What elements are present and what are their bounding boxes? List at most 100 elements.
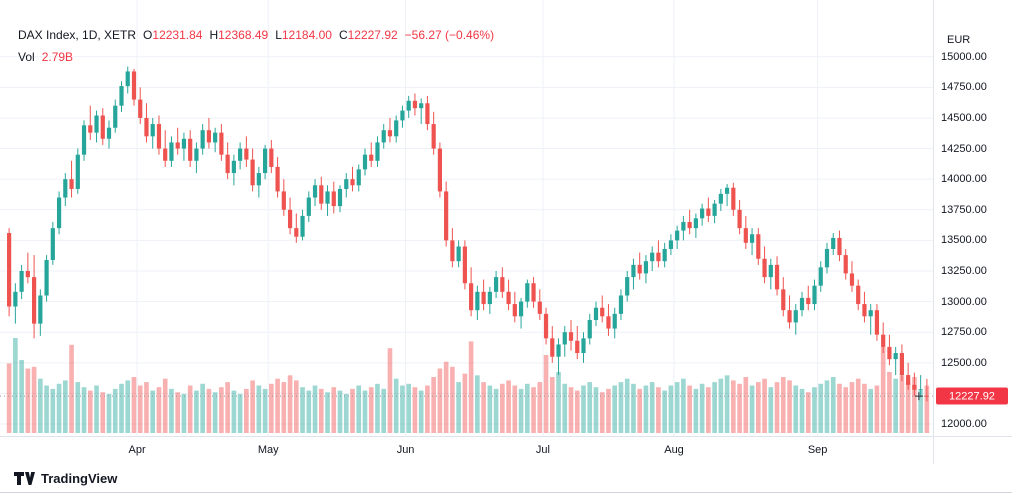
price-axis-label: 14250.00 (941, 142, 987, 155)
volume-bar (50, 388, 56, 433)
volume-bar (237, 393, 243, 433)
candle-body (887, 346, 892, 360)
candle-body (893, 353, 898, 360)
volume-bar (637, 388, 643, 433)
volume-bar (568, 387, 574, 433)
candle-body (7, 233, 12, 307)
volume-bar (356, 385, 362, 433)
candle-body (125, 71, 130, 87)
volume-bar (687, 385, 692, 433)
candle-body (656, 252, 661, 262)
volume-bar (206, 388, 212, 433)
candle-body (762, 258, 767, 278)
volume-bar (612, 385, 618, 433)
volume-bar (456, 382, 461, 433)
volume-bar (874, 385, 880, 433)
volume-bar (812, 387, 817, 433)
candle-body (31, 277, 37, 324)
time-axis[interactable]: Apr May Jun Jul Aug Sep (0, 436, 1012, 465)
candle-body (225, 154, 230, 174)
candle-body (431, 124, 436, 149)
candle-body (312, 185, 318, 198)
candle-body (743, 228, 748, 243)
volume-bar (87, 390, 93, 433)
volume-bar (150, 390, 156, 433)
candle-body (369, 154, 374, 161)
chart-plot-area[interactable] (0, 0, 934, 464)
candle-body (675, 230, 680, 241)
candle-body (325, 191, 330, 204)
candle-body (781, 289, 786, 311)
candle-body (81, 125, 87, 155)
candle-body (593, 307, 599, 320)
volume-bar (325, 392, 330, 433)
candle-body (19, 271, 24, 292)
candle-body (500, 277, 505, 292)
time-axis-label-aug: Aug (664, 444, 684, 456)
candle-body (874, 310, 880, 335)
candle-body (774, 264, 780, 290)
volume-bar (681, 378, 686, 433)
price-axis-label: 14500.00 (941, 111, 987, 124)
volume-bar (487, 385, 493, 433)
volume-bar (287, 375, 293, 433)
volume-bar (749, 385, 755, 433)
candle-body (687, 222, 692, 229)
price-axis-label: 14750.00 (941, 81, 987, 94)
candle-body (200, 130, 205, 149)
last-price-marker (914, 392, 923, 401)
volume-bar (125, 380, 131, 433)
candle-body (238, 148, 243, 161)
volume-bar (56, 383, 62, 433)
candle-body (206, 130, 212, 143)
volume-bar (581, 385, 586, 433)
price-axis-label: 12500.00 (941, 356, 987, 369)
candle-body (131, 71, 137, 100)
candle-body (456, 246, 461, 262)
volume-bar (306, 390, 312, 433)
candle-body (837, 237, 842, 256)
volume-bar (262, 388, 268, 433)
candle-body (156, 124, 162, 149)
candle-body (287, 209, 293, 229)
tradingview-logo-link[interactable]: TradingView (14, 471, 117, 486)
candle-body (437, 148, 443, 192)
candle-body (543, 313, 549, 339)
volume-value: 2.79B (41, 50, 74, 64)
time-axis-label-jun: Jun (396, 444, 415, 456)
volume-bar (918, 390, 923, 433)
candle-body (169, 142, 174, 161)
candle-body (843, 255, 848, 274)
candle-body (450, 240, 455, 262)
candle-body (756, 234, 761, 259)
volume-bar (400, 385, 405, 433)
volume-bar (743, 377, 749, 433)
volume-bar (805, 392, 811, 433)
volume-bar (737, 383, 742, 433)
volume-bar (219, 387, 224, 433)
price-axis-label: 13750.00 (941, 203, 987, 216)
candle-body (319, 185, 324, 204)
volume-bar (475, 375, 480, 433)
candle-body (518, 301, 524, 317)
price-axis[interactable]: EUR 15000.00 14750.00 14500.00 14250.00 1400… (934, 0, 1012, 436)
time-axis-label-apr: Apr (128, 444, 146, 456)
volume-bar (337, 390, 343, 433)
high-label: H (209, 28, 219, 42)
time-axis-label-sep: Sep (807, 444, 828, 456)
volume-bar (94, 385, 99, 433)
volume-bar (924, 385, 930, 433)
volume-bar (212, 392, 218, 433)
volume-bar (156, 387, 162, 433)
open-label: O (143, 28, 153, 42)
currency-label: EUR (947, 34, 971, 46)
volume-bar (412, 387, 418, 433)
volume-bar (537, 382, 543, 433)
symbol-title[interactable]: DAX Index, 1D, XETR (18, 28, 137, 42)
candle-body (150, 124, 155, 137)
candle-body (637, 264, 642, 274)
candle-body (94, 115, 99, 133)
volume-bar (755, 382, 761, 433)
volume-bar (144, 382, 149, 433)
candle-body (394, 120, 399, 137)
